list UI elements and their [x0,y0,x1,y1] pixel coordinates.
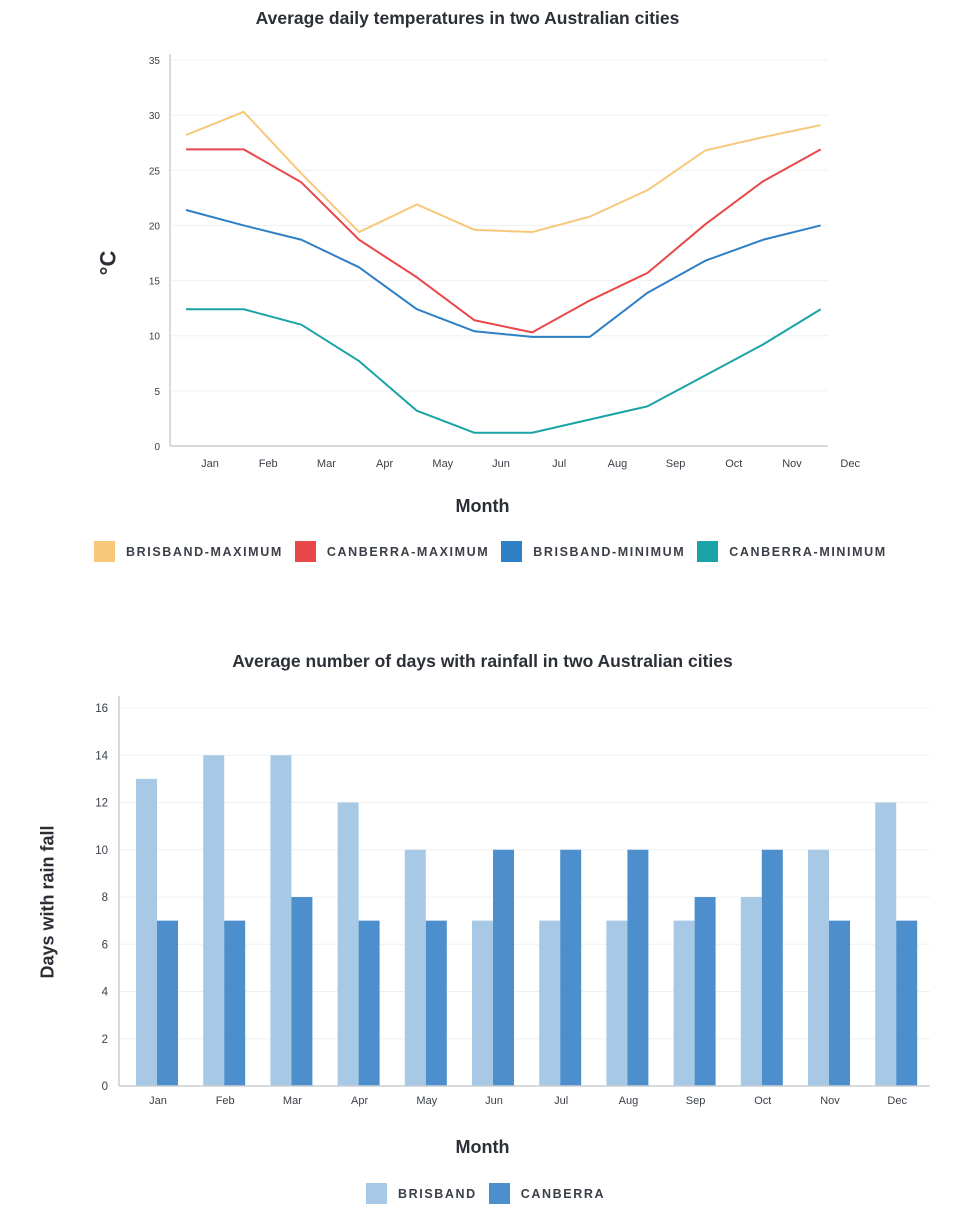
rainfall-x-tick-label: Jul [554,1095,568,1107]
bar-brisband-jun [472,920,493,1086]
temperature-y-tick-label: 15 [149,277,161,288]
legend-label-brisband-minimum: BRISBAND-MINIMUM [533,544,686,559]
temperature-x-tick-label: Apr [376,458,393,470]
temperature-x-tick-label: Jun [492,458,510,470]
temperature-plot-area: 0 5 10 15 20 25 30 35 Jan Feb Mar Apr May Jun Jul Aug Se… [149,54,860,470]
temperature-chart: Average daily temperatures in two Austra… [0,0,955,590]
bar-canberra-apr [358,920,380,1086]
bar-canberra-aug [627,849,649,1086]
rainfall-x-tick-label: Jan [149,1095,167,1107]
legend-label-brisband-maximum: BRISBAND-MAXIMUM [126,544,283,559]
temperature-x-tick-label: Jul [552,458,566,470]
rainfall-y-tick-label: 8 [102,892,108,904]
temperature-x-tick-label: Feb [259,458,278,470]
legend-label-canberra: CANBERRA [520,1186,606,1201]
bar-brisband-sep [673,920,695,1086]
rainfall-x-tick-label: Jun [485,1095,503,1107]
rainfall-y-tick-label: 16 [95,703,108,715]
temperature-y-axis-title: °C [95,250,121,276]
rainfall-y-tick-label: 14 [95,750,108,762]
series-line-brisband-maximum [185,110,821,234]
rainfall-chart-title: Average number of days with rainfall in … [232,651,733,671]
temperature-y-tick-label: 20 [149,221,161,232]
rainfall-y-tick-label: 2 [102,1034,108,1046]
bar-brisband-jan [136,778,157,1086]
bar-canberra-jan [157,920,178,1086]
legend-item-canberra[interactable]: CANBERRA [488,1183,606,1204]
legend-label-brisband: BRISBAND [398,1186,477,1201]
bar-brisband-oct [740,897,762,1086]
rainfall-x-tick-label: Sep [686,1095,706,1107]
rainfall-x-axis-title: Month [455,1137,510,1157]
rainfall-x-tick-label: May [416,1095,437,1107]
legend-label-canberra-maximum: CANBERRA-MAXIMUM [326,544,490,559]
bar-brisband-nov [808,849,829,1086]
legend-swatch-canberra-minimum [697,541,719,562]
rainfall-y-axis-title: Days with rain fall [37,825,58,979]
temperature-x-tick-label: Aug [608,458,628,470]
rainfall-legend: BRISBAND CANBERRA [366,1183,617,1204]
temperature-y-tick-label: 0 [154,442,160,453]
bar-canberra-may [425,920,447,1086]
legend-swatch-brisband-minimum [501,541,523,562]
temperature-x-axis-title: Month [455,496,510,516]
bar-brisband-may [404,849,426,1086]
temperature-x-tick-label: Oct [725,458,742,470]
bar-canberra-jun [493,849,514,1086]
series-line-brisband-minimum [185,209,821,338]
temperature-y-tick-label: 30 [149,111,161,122]
legend-item-brisband-minimum[interactable]: BRISBAND-MINIMUM [501,541,685,562]
legend-item-canberra-maximum[interactable]: CANBERRA-MAXIMUM [294,541,490,562]
rainfall-y-tick-label: 0 [102,1081,108,1093]
rainfall-x-tick-label: Feb [216,1095,235,1107]
rainfall-y-tick-label: 10 [95,845,108,857]
rainfall-chart: Average number of days with rainfall in … [0,640,955,1215]
bar-brisband-mar [270,755,292,1086]
temperature-legend: BRISBAND-MAXIMUM CANBERRA-MAXIMUM BRISBA… [94,541,899,562]
temperature-x-tick-label: Nov [782,458,802,470]
temperature-x-tick-label: May [432,458,453,470]
rainfall-y-tick-label: 12 [95,798,108,810]
temperature-x-tick-label: Jan [201,458,219,470]
bar-canberra-mar [291,897,313,1086]
bar-brisband-apr [337,802,359,1086]
rainfall-x-tick-label: Apr [351,1095,368,1107]
series-line-canberra-maximum [186,148,822,334]
legend-swatch-canberra-maximum [294,541,316,562]
bar-canberra-dec [896,920,918,1086]
temperature-x-tick-label: Dec [840,458,860,470]
temperature-y-tick-label: 5 [154,387,160,398]
series-line-canberra-minimum [186,308,822,434]
legend-swatch-brisband [366,1183,387,1204]
bar-canberra-nov [829,920,850,1086]
bar-canberra-sep [694,897,716,1086]
legend-swatch-canberra [488,1183,510,1204]
rainfall-y-tick-label: 4 [102,987,109,999]
rainfall-x-tick-label: Nov [820,1095,840,1107]
rainfall-x-tick-label: Mar [283,1095,302,1107]
bar-canberra-feb [224,920,246,1086]
legend-label-canberra-minimum: CANBERRA-MINIMUM [729,544,887,559]
rainfall-x-tick-label: Aug [619,1095,639,1107]
temperature-x-tick-label: Sep [666,458,686,470]
legend-swatch-brisband-maximum [94,541,115,562]
rainfall-x-tick-label: Dec [887,1095,907,1107]
temperature-y-tick-label: 35 [149,56,161,67]
bar-brisband-feb [203,755,225,1086]
temperature-x-tick-label: Mar [317,458,336,470]
bar-brisband-dec [875,802,897,1086]
legend-item-canberra-minimum[interactable]: CANBERRA-MINIMUM [697,541,887,562]
bar-canberra-oct [761,849,783,1086]
bar-brisband-aug [606,920,628,1086]
rainfall-plot-area: 0 2 4 6 8 10 12 14 16 Jan Feb Mar Apr May Jun Jul Aug Sep… [95,696,930,1107]
legend-item-brisband[interactable]: BRISBAND [366,1183,477,1204]
temperature-y-tick-label: 25 [149,166,161,177]
rainfall-x-tick-label: Oct [754,1095,771,1107]
temperature-chart-title: Average daily temperatures in two Austra… [255,8,680,28]
legend-item-brisband-maximum[interactable]: BRISBAND-MAXIMUM [94,541,283,562]
bar-brisband-jul [539,920,561,1086]
temperature-y-tick-label: 10 [149,332,161,343]
rainfall-y-tick-label: 6 [102,939,108,951]
bar-canberra-jul [560,849,582,1086]
